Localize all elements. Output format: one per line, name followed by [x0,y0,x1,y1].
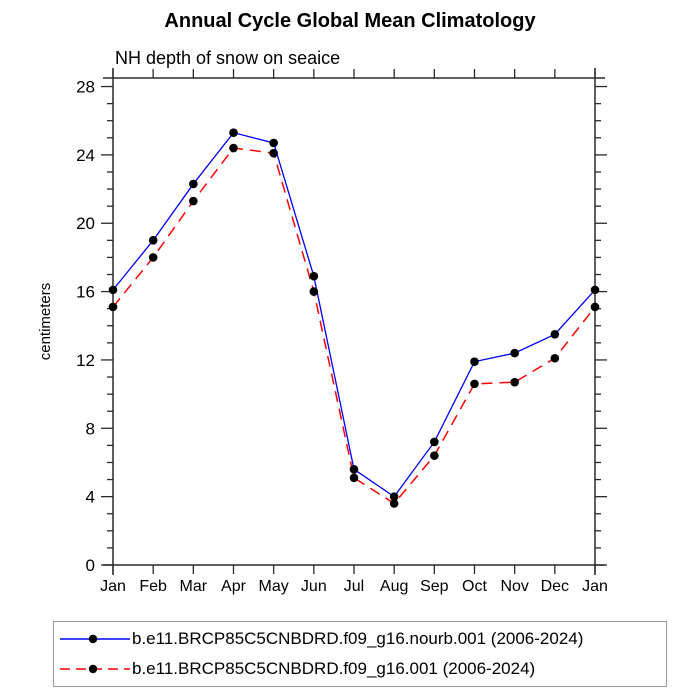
data-point-marker [349,473,359,483]
x-tick-label: Jul [344,578,364,595]
data-point-marker [229,128,238,137]
x-tick-label: Apr [221,578,247,595]
data-point-marker [189,179,198,189]
y-tick-label: 16 [76,283,95,302]
x-tick-label: Aug [380,578,408,595]
legend-row-series-2: b.e11.BRCP85C5CNBDRD.f09_g16.001 (2006-2… [54,656,666,682]
x-tick-label: Jan [100,578,126,595]
x-tick-label: Sep [420,578,449,595]
series-line-red [112,147,596,505]
legend-row-series-1: b.e11.BRCP85C5CNBDRD.f09_g16.nourb.001 (… [54,626,666,652]
legend-line-sample-blue [60,634,130,644]
data-point-marker [470,379,479,389]
data-point-marker [470,357,479,366]
data-point-marker [389,499,399,508]
chart-title: Annual Cycle Global Mean Climatology [164,10,536,32]
y-axis-title: centimeters [37,283,54,361]
y-tick-label: 0 [86,556,95,575]
data-point-marker [309,271,319,281]
legend-line-sample-red [60,664,130,674]
x-tick-label: Dec [541,578,569,595]
data-point-marker [590,302,600,312]
x-tick-label: Jan [582,578,608,595]
y-tick-label: 4 [86,488,95,507]
legend-label-series-1: b.e11.BRCP85C5CNBDRD.f09_g16.nourb.001 (… [132,629,584,648]
legend-label-series-2: b.e11.BRCP85C5CNBDRD.f09_g16.001 (2006-2… [132,659,536,678]
data-point-marker [108,285,118,295]
data-point-marker [550,353,560,363]
x-tick-label: Mar [180,578,208,595]
x-tick-label: Nov [500,578,528,595]
x-tick-label: Oct [462,578,487,595]
x-tick-label: Jun [301,578,327,595]
data-point-marker [309,287,319,296]
data-point-marker [108,302,118,312]
data-point-marker [269,138,278,148]
y-tick-label: 8 [86,419,95,438]
data-point-marker [189,196,198,206]
data-point-marker [510,348,519,358]
data-point-marker [550,330,560,339]
data-point-marker [229,143,238,153]
data-point-marker [430,451,439,460]
x-tick-label: Feb [139,578,167,595]
data-point-marker [148,253,158,262]
y-tick-label: 12 [76,351,95,370]
y-tick-label: 20 [76,214,95,233]
data-point-marker [430,437,439,447]
y-tick-label: 24 [76,146,95,165]
y-tick-label: 28 [76,78,95,97]
data-point-marker [269,148,278,158]
data-point-marker [510,377,519,387]
series-line-blue [112,131,596,498]
chart-subtitle: NH depth of snow on seaice [115,48,341,68]
legend-marker-dot-icon [88,664,98,674]
data-point-marker [148,236,158,245]
data-point-marker [590,285,600,295]
legend-marker-dot-icon [88,634,98,644]
x-tick-label: May [259,578,289,595]
data-point-marker [349,465,359,474]
legend: b.e11.BRCP85C5CNBDRD.f09_g16.nourb.001 (… [53,621,667,687]
data-point-marker [389,492,399,501]
